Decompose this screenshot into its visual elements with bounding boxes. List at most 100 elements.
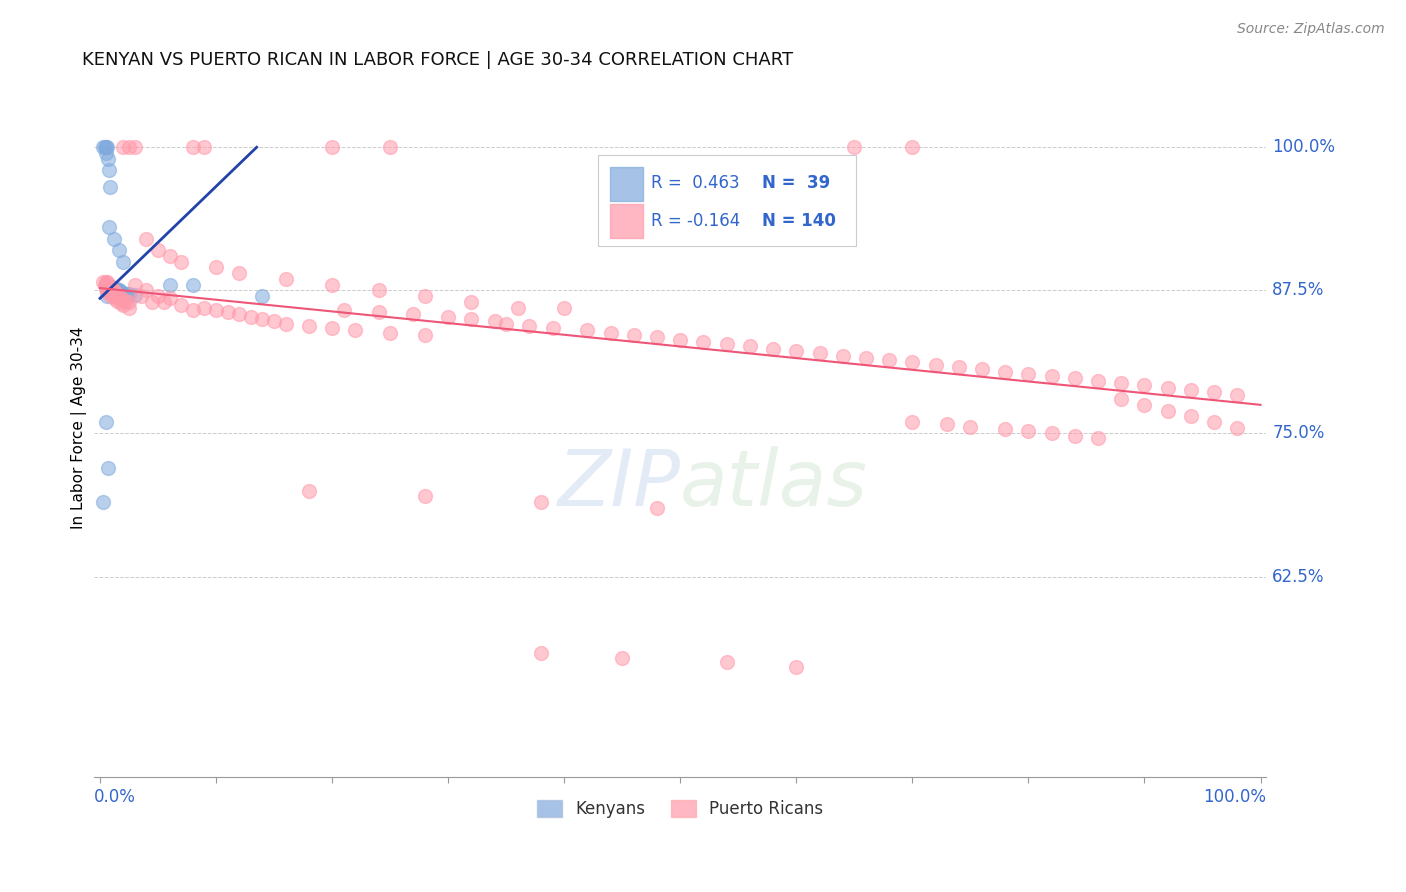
Point (159, 249, 181, 263)
Point (105, 289, 128, 303)
Point (103, 285, 125, 300)
Point (170, 254, 193, 268)
Point (135, 232, 157, 246)
Point (948, 359, 970, 374)
Point (994, 422, 1017, 436)
Point (97, 460, 120, 475)
Point (103, 232, 125, 246)
Point (716, 337, 738, 351)
Point (93, 140, 115, 154)
Point (100, 284, 122, 298)
Point (495, 317, 517, 331)
Text: R =  0.463: R = 0.463 (651, 174, 740, 193)
Point (1087, 374, 1109, 388)
Text: 87.5%: 87.5% (1272, 281, 1324, 300)
Point (103, 291, 125, 305)
Text: 100.0%: 100.0% (1272, 138, 1336, 156)
Point (460, 312, 482, 326)
Point (239, 310, 262, 324)
Point (108, 285, 131, 299)
Point (785, 344, 807, 359)
Point (1204, 385, 1226, 400)
Point (105, 286, 128, 301)
Point (669, 333, 692, 347)
Point (553, 301, 575, 315)
Point (228, 307, 250, 321)
Point (344, 323, 367, 337)
Point (94, 276, 117, 290)
Point (1087, 431, 1109, 445)
Point (413, 289, 436, 303)
Point (98, 281, 121, 295)
Point (129, 289, 152, 303)
Point (901, 355, 924, 369)
Point (855, 351, 877, 365)
Text: Source: ZipAtlas.com: Source: ZipAtlas.com (1237, 22, 1385, 37)
Point (97, 280, 120, 294)
Point (94, 277, 117, 292)
Point (105, 288, 128, 302)
Point (1204, 415, 1226, 429)
Text: KENYAN VS PUERTO RICAN IN LABOR FORCE | AGE 30-34 CORRELATION CHART: KENYAN VS PUERTO RICAN IN LABOR FORCE | … (83, 51, 793, 69)
Text: ZIP: ZIP (557, 446, 681, 522)
Point (114, 293, 136, 308)
Point (107, 244, 129, 258)
Point (970, 362, 993, 376)
Point (1040, 426, 1063, 441)
Point (97, 277, 120, 292)
Point (118, 301, 141, 315)
Point (1226, 387, 1249, 401)
Text: 75.0%: 75.0% (1272, 425, 1324, 442)
FancyBboxPatch shape (598, 155, 856, 246)
Point (274, 317, 297, 331)
Point (716, 656, 738, 670)
Point (193, 301, 215, 315)
Point (1156, 381, 1178, 395)
Point (367, 284, 389, 298)
Point (96, 276, 118, 290)
Point (298, 318, 321, 333)
Text: N = 140: N = 140 (762, 212, 837, 230)
Point (100, 280, 122, 294)
Text: 62.5%: 62.5% (1272, 567, 1324, 585)
Point (98, 163, 121, 178)
Point (93, 495, 115, 509)
Point (93, 276, 115, 290)
Point (112, 293, 135, 307)
Point (1133, 378, 1156, 392)
Point (94, 140, 117, 154)
Point (901, 415, 924, 429)
Point (205, 302, 228, 317)
Point (367, 305, 389, 319)
Point (110, 296, 132, 310)
Point (94, 145, 117, 160)
Point (576, 323, 599, 337)
Point (378, 140, 401, 154)
Point (623, 328, 645, 343)
Point (110, 285, 132, 300)
Point (959, 419, 981, 434)
Point (100, 285, 122, 299)
Point (135, 284, 157, 298)
Y-axis label: In Labor Force | Age 30-34: In Labor Force | Age 30-34 (72, 326, 87, 529)
Point (124, 277, 146, 292)
Point (124, 140, 146, 154)
Point (484, 314, 506, 328)
Point (107, 284, 129, 298)
Point (1226, 421, 1249, 435)
Point (612, 650, 634, 665)
Point (1156, 403, 1178, 417)
Point (100, 281, 122, 295)
Point (98, 280, 121, 294)
Point (100, 281, 122, 295)
Point (100, 282, 122, 296)
Point (413, 328, 436, 343)
Point (402, 307, 425, 321)
Point (94, 415, 117, 429)
Point (96, 282, 118, 296)
Point (506, 301, 529, 315)
Point (321, 140, 343, 154)
Point (738, 339, 761, 353)
FancyBboxPatch shape (610, 168, 643, 201)
Point (844, 140, 866, 154)
